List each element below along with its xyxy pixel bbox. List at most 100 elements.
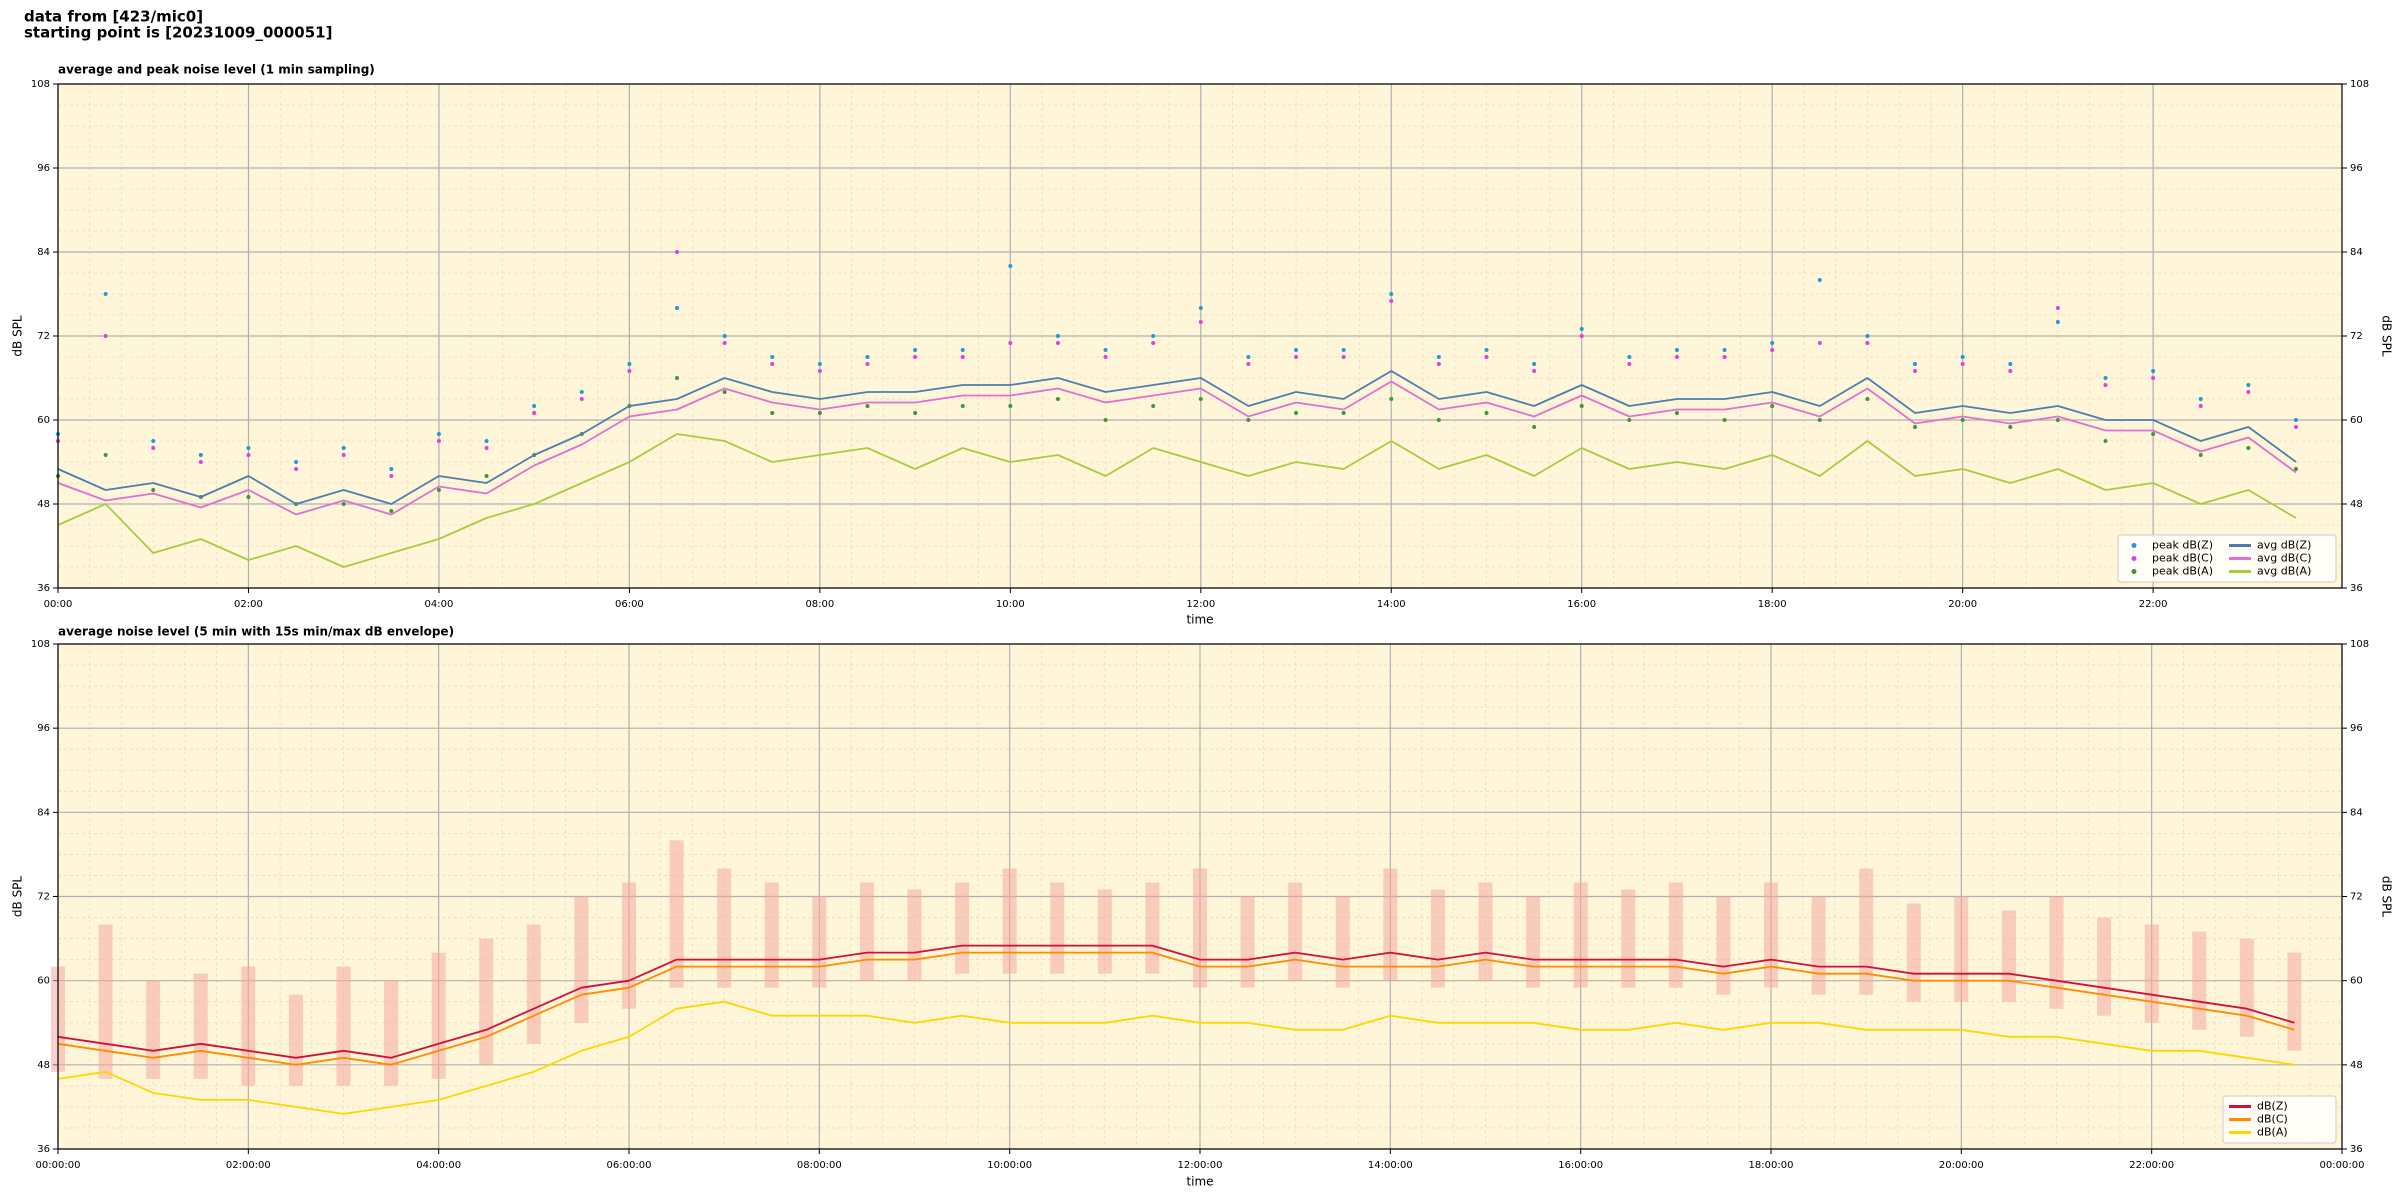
peak-point [960,355,965,359]
peak-point [675,306,680,310]
peak-point [1817,341,1822,345]
peak-point [1008,341,1013,345]
peak-point [2055,320,2060,324]
peak-point [1341,411,1346,415]
peak-point [1770,404,1775,408]
legend-label: peak dB(A) [2152,565,2213,578]
x-tick-label: 10:00:00 [987,1160,1032,1171]
peak-point [1341,355,1346,359]
peak-point [2008,362,2013,366]
peak-point [246,495,251,499]
peak-point [151,439,156,443]
peak-point [627,369,632,373]
peak-point [2055,418,2060,422]
x-axis-label: time [1186,1175,1213,1189]
peak-point [1627,355,1632,359]
peak-point [1865,341,1870,345]
peak-point [1151,334,1156,338]
peak-point [1484,355,1489,359]
x-tick-label: 02:00 [234,599,263,610]
peak-point [2151,432,2156,436]
y-tick-label: 72 [2350,331,2363,342]
peak-point [1341,348,1346,352]
peak-point [2293,467,2298,471]
y-tick-label: 48 [2350,499,2363,510]
peak-point [2055,306,2060,310]
peak-point [151,446,156,450]
header-line: data from [423/mic0] [24,8,203,26]
legend-label: dB(Z) [2257,1100,2288,1113]
peak-point [1246,355,1251,359]
y-tick-label: 84 [37,807,50,818]
y-tick-label: 96 [37,723,50,734]
peak-point [2103,383,2108,387]
peak-point [1722,348,1727,352]
peak-point [1722,418,1727,422]
peak-point [1770,341,1775,345]
peak-point [436,439,441,443]
peak-point [1913,369,1918,373]
peak-point [198,460,203,464]
series-line [57,380,2297,516]
y-axis-label: dB SPL [2380,876,2394,918]
peak-point [436,432,441,436]
legend-label: dB(A) [2257,1126,2288,1139]
x-tick-label: 22:00 [2139,599,2168,610]
peak-point [1436,418,1441,422]
y-axis-label: dB SPL [11,315,25,357]
legend-label: avg dB(Z) [2257,539,2311,552]
peak-point [1484,348,1489,352]
peak-point [2198,397,2203,401]
x-tick-label: 12:00:00 [1178,1160,1223,1171]
peak-point [389,509,394,513]
peak-point [484,439,489,443]
y-tick-label: 60 [37,976,50,987]
peak-point [151,488,156,492]
peak-point [770,355,775,359]
y-tick-label: 36 [37,1144,50,1155]
x-tick-label: 14:00:00 [1368,1160,1413,1171]
x-tick-label: 08:00:00 [797,1160,842,1171]
peak-point [1151,341,1156,345]
peak-point [246,453,251,457]
peak-point [1389,397,1394,401]
peak-point [103,334,108,338]
peak-point [1436,362,1441,366]
peak-point [1484,411,1489,415]
y-tick-label: 36 [2350,583,2363,594]
peak-point [341,446,346,450]
chart-title: average noise level (5 min with 15s min/… [58,625,454,639]
x-tick-label: 00:00:00 [2320,1160,2365,1171]
y-tick-label: 84 [2350,247,2363,258]
peak-point [675,376,680,380]
peak-point [389,474,394,478]
y-tick-label: 96 [2350,163,2363,174]
peak-point [2103,439,2108,443]
peak-point [1246,362,1251,366]
peak-point [1532,369,1537,373]
y-tick-label: 60 [2350,415,2363,426]
peak-point [2246,390,2251,394]
legend-label: dB(C) [2257,1113,2288,1126]
peak-point [389,467,394,471]
x-tick-label: 00:00:00 [36,1160,81,1171]
peak-point [1246,418,1251,422]
legend-label: avg dB(C) [2257,552,2312,565]
peak-point [675,250,680,254]
peak-point [913,411,918,415]
peak-point [1294,348,1299,352]
peak-point [1674,411,1679,415]
peak-point [2151,376,2156,380]
peak-point [770,362,775,366]
peak-point [2008,425,2013,429]
peak-point [2293,425,2298,429]
peak-point [1627,418,1632,422]
y-tick-label: 84 [37,247,50,258]
legend-label: peak dB(C) [2152,552,2213,565]
peak-point [532,404,537,408]
y-tick-label: 96 [2350,723,2363,734]
peak-point [2246,383,2251,387]
peak-point [1817,418,1822,422]
series-line [57,370,2297,505]
